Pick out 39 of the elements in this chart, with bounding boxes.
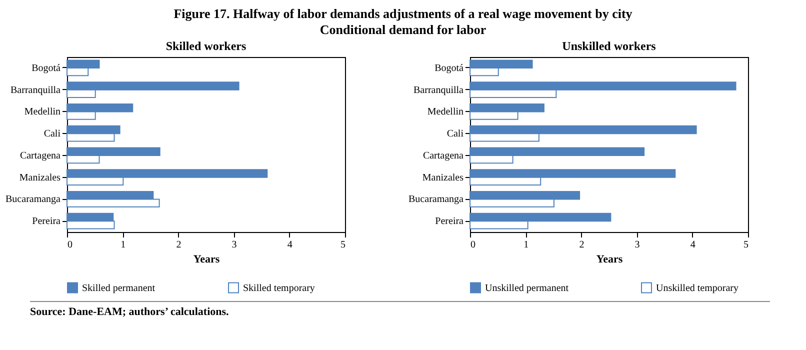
y-tick-label: Medellin bbox=[427, 106, 464, 118]
x-axis-title: Years bbox=[596, 254, 624, 266]
x-tick-label: 4 bbox=[690, 240, 696, 250]
chart-title: Unskilled workers bbox=[562, 39, 656, 53]
x-tick-label: 1 bbox=[120, 240, 126, 250]
y-tick-label: Cartagena bbox=[422, 150, 464, 162]
chart-title: Skilled workers bbox=[166, 39, 246, 53]
x-tick-label: 1 bbox=[524, 240, 529, 250]
caption: Figure 17. Halfway of labor demands adjustments of a real wage movement by city bbox=[172, 6, 634, 22]
y-tick-label: Manizales bbox=[19, 172, 61, 184]
legend-label: Skilled temporary bbox=[243, 282, 315, 294]
legend-label: Unskilled permanent bbox=[485, 282, 569, 294]
y-tick-label: Bucaramanga bbox=[6, 194, 62, 206]
y-tick-label: Medellin bbox=[24, 106, 60, 118]
y-tick-label: Cali bbox=[446, 128, 464, 140]
y-tick-label: Bogotá bbox=[434, 62, 464, 74]
x-tick-label: 3 bbox=[634, 240, 640, 250]
x-tick-label: 3 bbox=[232, 240, 237, 250]
x-tick-label: 2 bbox=[579, 240, 584, 250]
text: Conditional demand for labor bbox=[318, 22, 488, 38]
y-tick-label: Pereira bbox=[435, 216, 464, 228]
x-axis-title: Years bbox=[193, 254, 220, 266]
y-tick-label: Cartagena bbox=[20, 150, 62, 162]
x-tick-label: 2 bbox=[176, 240, 182, 250]
y-tick-label: Bucaramanga bbox=[408, 194, 464, 206]
source-note: Source: Dane-EAM; authors’ calculations. bbox=[30, 306, 230, 318]
y-tick-label: Cali bbox=[44, 128, 61, 140]
x-tick-label: 5 bbox=[340, 240, 346, 250]
x-tick-label: 0 bbox=[68, 240, 72, 250]
y-tick-label: Pereira bbox=[32, 216, 62, 228]
x-tick-label: 0 bbox=[470, 240, 476, 250]
y-tick-label: Bogotá bbox=[32, 62, 62, 74]
y-tick-label: Barranquilla bbox=[10, 84, 62, 96]
x-tick-label: 4 bbox=[287, 240, 292, 250]
legend-label: Unskilled temporary bbox=[656, 282, 738, 294]
y-tick-label: Manizales bbox=[422, 172, 464, 184]
legend-label: Skilled permanent bbox=[82, 282, 156, 294]
x-tick-label: 5 bbox=[744, 240, 748, 250]
y-tick-label: Barranquilla bbox=[414, 84, 464, 96]
